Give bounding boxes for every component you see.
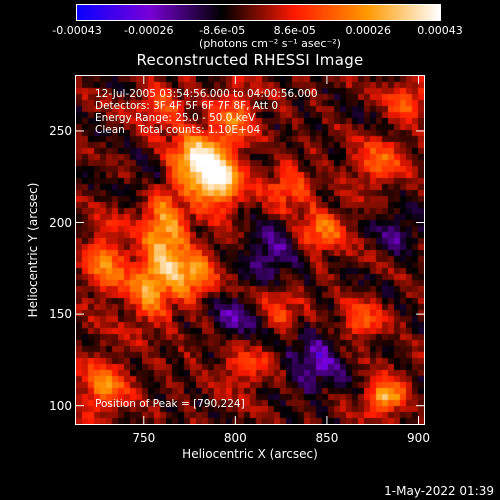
colorbar-tick-label: -8.6e-05: [199, 24, 246, 37]
annotation-energy-range: Energy Range: 25.0 - 50.0 keV: [95, 112, 256, 124]
y-tick-label: 250: [49, 123, 72, 138]
colorbar: [76, 4, 441, 21]
annotation-clean-counts: Clean Total counts: 1.10E+04: [95, 124, 261, 136]
footer-date: 1-May-2022 01:39: [384, 484, 494, 498]
y-tick-label: 200: [49, 215, 72, 230]
plot-area: 12-Jul-2005 03:54:56.000 to 04:00:56.000…: [75, 75, 425, 425]
y-tick-label: 150: [49, 307, 72, 322]
y-tick-label: 100: [49, 398, 72, 413]
colorbar-tick-label: -0.00043: [52, 24, 102, 37]
x-tick-label: 900: [407, 431, 430, 445]
x-axis-label: Heliocentric X (arcsec): [182, 447, 318, 461]
chart-title: Reconstructed RHESSI Image: [136, 51, 364, 69]
colorbar-tick-label: 0.00043: [417, 24, 463, 37]
annotation-time-range: 12-Jul-2005 03:54:56.000 to 04:00:56.000: [95, 88, 318, 100]
colorbar-tick-label: 0.00026: [345, 24, 391, 37]
colorbar-tick-label: 8.6e-05: [273, 24, 316, 37]
heatmap-image: [76, 76, 424, 424]
colorbar-tick-label: -0.00026: [124, 24, 174, 37]
y-axis-label: Heliocentric Y (arcsec): [26, 182, 40, 318]
x-tick-label: 850: [315, 431, 339, 445]
x-tick-label: 800: [223, 431, 247, 445]
colorbar-unit: (photons cm⁻² s⁻¹ asec⁻²): [199, 37, 341, 50]
x-tick-label: 750: [132, 431, 156, 445]
annotation-detectors: Detectors: 3F 4F 5F 6F 7F 8F, Att 0: [95, 100, 279, 112]
annotation-peak-position: Position of Peak = [790,224]: [95, 398, 245, 410]
